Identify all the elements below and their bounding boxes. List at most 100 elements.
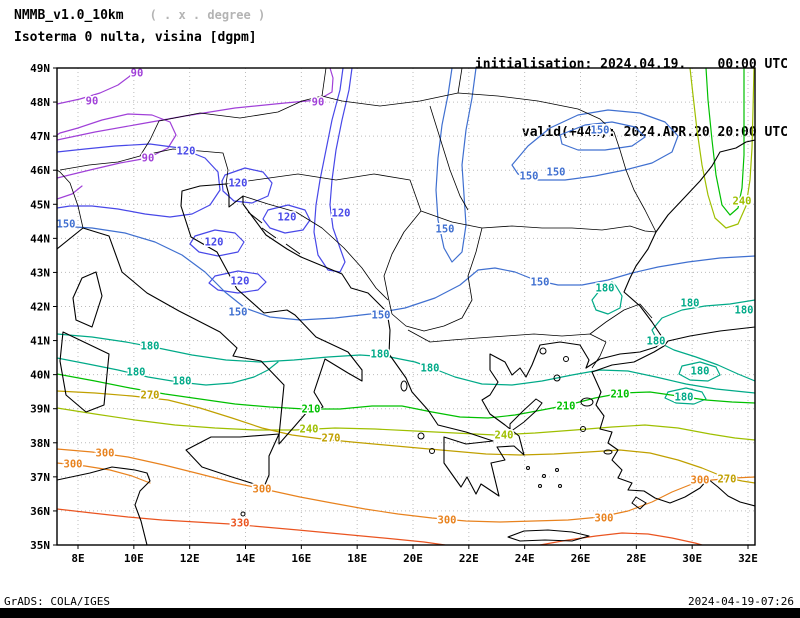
lon-tick-label: 18E — [347, 552, 367, 565]
contour-label: 90 — [86, 96, 99, 108]
contour-label: 150 — [57, 219, 76, 231]
contour-line-210 — [705, 68, 745, 216]
lon-tick-label: 26E — [571, 552, 591, 565]
coastline-marmara-blacksea-west — [585, 139, 755, 369]
island-limnos — [553, 374, 561, 382]
contour-label: 300 — [64, 459, 83, 471]
border-turkey-bulgaria — [589, 303, 653, 335]
contour-line-180 — [57, 333, 755, 394]
island-corfu — [400, 380, 408, 392]
lon-tick-label: 28E — [626, 552, 646, 565]
lon-tick-label: 22E — [459, 552, 479, 565]
contour-label: 180 — [596, 283, 615, 295]
contour-line-120 — [208, 270, 267, 294]
contour-label: 150 — [436, 224, 455, 236]
island-cyclades-1 — [526, 466, 530, 470]
contour-label: 240 — [495, 430, 514, 442]
lon-tick-label: 12E — [180, 552, 200, 565]
contour-label: 270 — [718, 474, 737, 486]
country-borders — [57, 68, 657, 369]
island-chios — [580, 426, 586, 432]
coastline-north-africa — [57, 466, 151, 545]
coastline-adriatic-greece — [225, 183, 590, 497]
border-croatia-bosnia — [242, 195, 389, 301]
contour-line-90 — [57, 68, 136, 105]
island-cyclades-4 — [538, 484, 542, 488]
lon-tick-label: 24E — [515, 552, 535, 565]
border-greece-north — [407, 329, 607, 343]
contour-line-270 — [57, 390, 755, 484]
lat-tick-label: 48N — [30, 96, 50, 109]
contour-line-180 — [664, 387, 707, 405]
model-title: NMMB_v1.0_10km — [14, 8, 124, 23]
contour-label: 240 — [300, 424, 319, 436]
axis-labels: 8E 10E 12E 14E 16E 18E 20E 22E 24E 26E 28E 30E 32E 49… — [30, 62, 758, 565]
contour-line-120 — [221, 167, 273, 204]
map-grid — [57, 67, 755, 546]
island-cyclades-3 — [555, 468, 559, 472]
lon-tick-label: 30E — [682, 552, 702, 565]
contour-label: 120 — [278, 212, 297, 224]
border-serbia-bulgaria — [391, 227, 483, 332]
contour-labels: 90 90 90 90 120 120 120 120 120 120 150 150 150 150 15… — [55, 66, 755, 531]
contour-label: 150 — [591, 125, 610, 137]
contour-label: 180 — [735, 305, 754, 317]
border-alps-west — [57, 169, 84, 229]
contour-label: 210 — [611, 389, 630, 401]
contour-label: 180 — [421, 363, 440, 375]
border-romania-west — [429, 105, 469, 211]
contour-line-120 — [262, 204, 311, 234]
border-pannonia-danube — [225, 173, 657, 233]
island-samos — [603, 449, 613, 455]
lat-tick-label: 49N — [30, 62, 50, 75]
lon-tick-label: 8E — [71, 552, 84, 565]
island-lesbos — [580, 397, 594, 407]
contour-line-90 — [57, 68, 334, 141]
island-samothrace — [563, 356, 569, 362]
contour-label: 300 — [691, 475, 710, 487]
lat-tick-label: 46N — [30, 164, 50, 177]
contour-label: 210 — [302, 404, 321, 416]
contour-label: 120 — [177, 146, 196, 158]
grid-resolution-note: ( . x . degree ) — [149, 8, 266, 22]
bottom-bar — [0, 608, 800, 618]
lat-tick-label: 37N — [30, 471, 50, 484]
contour-label: 300 — [438, 515, 457, 527]
contour-line-210 — [57, 373, 755, 419]
coastline-corsica — [72, 271, 103, 328]
contour-label: 300 — [253, 484, 272, 496]
coastlines — [57, 139, 755, 545]
contour-line-330 — [539, 532, 703, 545]
lon-tick-label: 14E — [236, 552, 256, 565]
lat-tick-label: 45N — [30, 198, 50, 211]
contour-label: 180 — [681, 298, 700, 310]
contour-label: 180 — [141, 341, 160, 353]
contour-line-180 — [591, 281, 623, 315]
contour-label: 300 — [595, 513, 614, 525]
lat-tick-label: 42N — [30, 301, 50, 314]
contour-label: 180 — [647, 336, 666, 348]
border-alps-north — [59, 148, 229, 185]
lon-tick-label: 20E — [403, 552, 423, 565]
lat-tick-label: 44N — [30, 232, 50, 245]
lon-tick-label: 32E — [738, 552, 758, 565]
contour-label: 300 — [96, 448, 115, 460]
coastline-crete — [507, 529, 590, 542]
island-zakynthos — [429, 448, 435, 454]
lat-tick-label: 38N — [30, 437, 50, 450]
field-title: Isoterma 0 nulta, visina [dgpm] — [14, 30, 257, 45]
contour-label: 90 — [312, 97, 325, 109]
contour-label: 180 — [371, 349, 390, 361]
contour-line-180 — [57, 357, 279, 386]
border-top-1 — [321, 68, 327, 97]
contour-label: 120 — [229, 178, 248, 190]
contour-line-150 — [435, 68, 477, 263]
contour-lines — [57, 68, 755, 545]
lat-tick-label: 41N — [30, 335, 50, 348]
contour-label: 180 — [127, 367, 146, 379]
island-thasos — [539, 347, 547, 355]
coastline-marmara-south-blacksea-south — [591, 326, 755, 373]
contour-line-240 — [57, 407, 755, 441]
coastline-turkey-west — [591, 371, 755, 507]
coastline-sardinia — [59, 331, 110, 413]
